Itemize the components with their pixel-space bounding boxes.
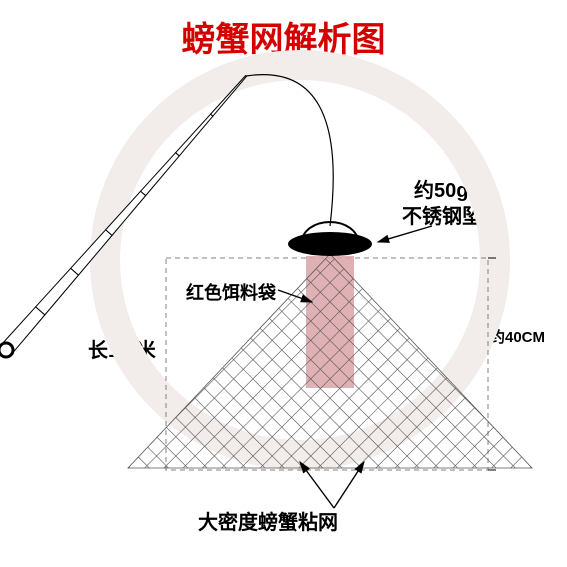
arrow-net-1 [334,462,364,508]
arrow-sinker [378,226,432,242]
sinker [288,232,372,256]
bait-bag [306,256,354,388]
fishing-line [246,75,333,226]
diagram-canvas [0,0,567,567]
watermark-circle [105,65,495,455]
